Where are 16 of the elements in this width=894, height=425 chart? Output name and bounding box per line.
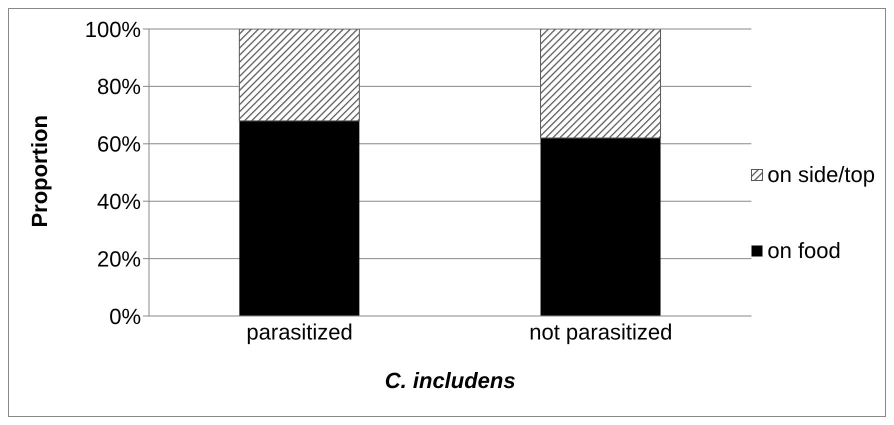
legend-label: on food <box>767 238 841 264</box>
legend-label: on side/top <box>767 162 875 188</box>
x-axis-title: C. includens <box>384 368 516 393</box>
y-axis-title: Proportion <box>26 115 52 228</box>
y-tick-label: 100% <box>84 16 141 42</box>
x-tick-label: not parasitized <box>529 320 672 345</box>
bar <box>239 120 360 316</box>
bar <box>540 29 662 139</box>
x-tick-label: parasitized <box>246 320 353 345</box>
y-tick-label: 0% <box>109 304 141 329</box>
y-tick-label: 20% <box>96 246 141 272</box>
y-tick-label: 80% <box>96 74 141 100</box>
y-tick-label: 40% <box>96 189 141 214</box>
y-tick-label: 60% <box>96 132 141 157</box>
bar <box>238 29 360 122</box>
bar <box>540 138 661 316</box>
